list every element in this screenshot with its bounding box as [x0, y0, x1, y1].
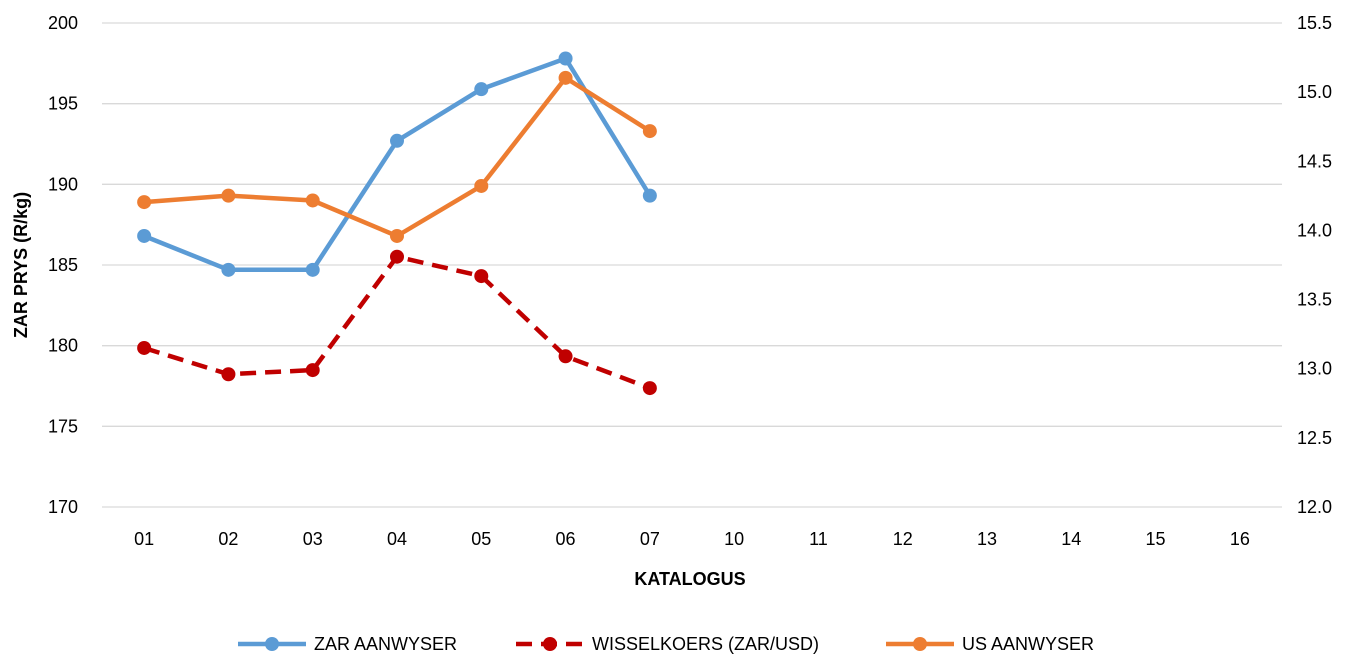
legend-item: ZAR AANWYSER: [238, 634, 457, 654]
x-tick-label: 14: [1061, 529, 1081, 549]
data-point: [137, 340, 152, 355]
y2-tick-label: 12.5: [1297, 428, 1332, 448]
legend-label: ZAR AANWYSER: [314, 634, 457, 654]
y2-tick-label: 15.5: [1297, 13, 1332, 33]
data-point: [390, 228, 404, 243]
series-line: [143, 254, 651, 391]
y2-tick-label: 13.5: [1297, 290, 1332, 310]
y-tick-label: 185: [48, 255, 78, 275]
y-axis-title: ZAR PRYS (R/kg): [11, 192, 31, 338]
data-point: [390, 133, 404, 148]
y-tick-label: 170: [48, 497, 78, 517]
series-layer: [137, 51, 657, 396]
legend-label: WISSELKOERS (ZAR/USD): [592, 634, 819, 654]
data-point: [474, 82, 489, 97]
data-point: [137, 228, 152, 243]
data-point: [642, 188, 657, 203]
legend: ZAR AANWYSER WISSELKOERS (ZAR/USD) US AANW…: [238, 634, 1094, 654]
data-point: [474, 178, 489, 193]
x-tick-label: 03: [303, 529, 323, 549]
x-tick-label: 01: [134, 529, 154, 549]
legend-swatch-marker: [913, 637, 927, 651]
right-axis-ticks: 12.0 12.5 13.0 13.5 14.0 14.5 15.0 15.5: [1297, 13, 1332, 517]
series-zar-aanwyser: [137, 51, 657, 277]
x-tick-label: 05: [471, 529, 491, 549]
data-point: [221, 188, 236, 203]
y-tick-label: 200: [48, 13, 78, 33]
y2-tick-label: 12.0: [1297, 497, 1332, 517]
x-axis-ticks: 01 02 03 04 05 06 07 10 11 12 13 14 15 16: [134, 529, 1250, 549]
x-tick-label: 12: [893, 529, 913, 549]
data-point: [305, 193, 320, 208]
legend-swatch-marker: [543, 637, 557, 651]
legend-item: WISSELKOERS (ZAR/USD): [516, 634, 819, 654]
left-axis-ticks: 170 175 180 185 190 195 200: [48, 13, 78, 517]
legend-swatch-marker: [265, 637, 279, 651]
data-point: [390, 249, 404, 264]
data-point: [558, 51, 573, 66]
x-tick-label: 10: [724, 529, 744, 549]
x-tick-label: 11: [809, 529, 828, 549]
data-point: [221, 367, 236, 382]
y-tick-label: 180: [48, 336, 78, 356]
x-tick-label: 02: [218, 529, 238, 549]
legend-item: US AANWYSER: [886, 634, 1094, 654]
series-line: [141, 75, 653, 239]
y-tick-label: 175: [48, 416, 78, 436]
y2-tick-label: 15.0: [1297, 82, 1332, 102]
y-tick-label: 195: [48, 94, 78, 114]
data-point: [558, 70, 573, 85]
x-tick-label: 06: [556, 529, 576, 549]
x-tick-label: 16: [1230, 529, 1250, 549]
y2-tick-label: 14.0: [1297, 220, 1332, 240]
series-us-aanwyser: [137, 70, 657, 243]
x-tick-label: 13: [977, 529, 997, 549]
x-tick-label: 04: [387, 529, 407, 549]
data-point: [137, 195, 152, 210]
gridlines: [102, 22, 1282, 508]
data-point: [642, 124, 657, 139]
data-point: [474, 269, 489, 284]
data-point: [305, 262, 320, 277]
y-tick-label: 190: [48, 174, 78, 194]
y2-tick-label: 13.0: [1297, 359, 1332, 379]
x-tick-label: 15: [1146, 529, 1166, 549]
series-wisselkoers-zar-usd: [137, 249, 657, 396]
data-point: [221, 262, 236, 277]
data-point: [305, 363, 320, 378]
x-tick-label: 07: [640, 529, 660, 549]
y2-tick-label: 14.5: [1297, 151, 1332, 171]
legend-label: US AANWYSER: [962, 634, 1094, 654]
x-axis-title: KATALOGUS: [634, 569, 745, 589]
data-point: [642, 381, 657, 396]
data-point: [558, 349, 573, 364]
